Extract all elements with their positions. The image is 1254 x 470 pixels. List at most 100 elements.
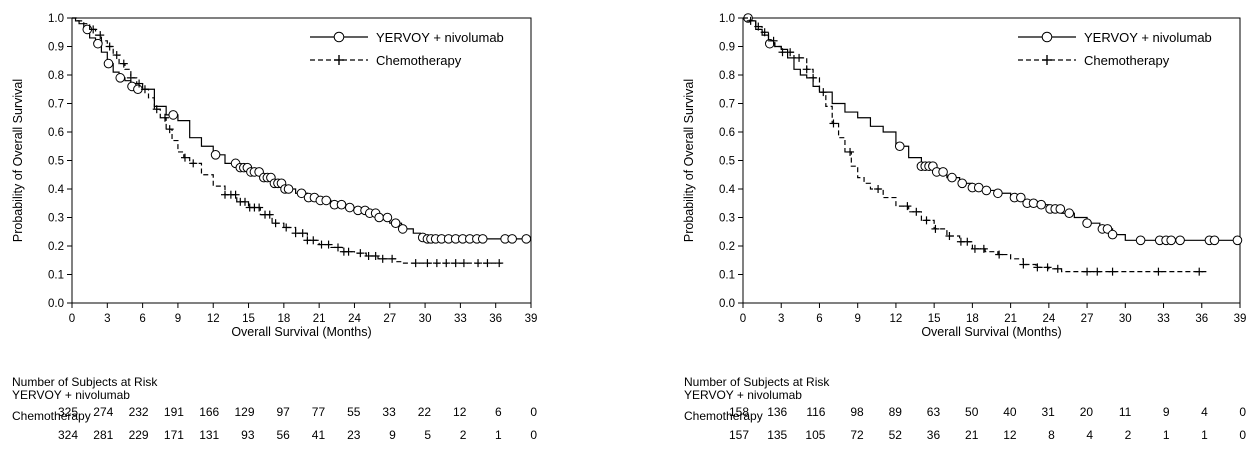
censor-mark [119,59,128,68]
y-tick-label: 0.0 [719,298,735,310]
km-curve-line [72,17,531,240]
censor-mark [265,210,274,219]
censor-mark [1093,267,1102,276]
risk-count: 324 [58,428,78,442]
legend-marker-plus [1042,55,1052,65]
risk-count: 52 [889,428,903,442]
censor-mark [746,16,755,25]
censor-mark [1154,267,1163,276]
risk-count: 0 [530,405,537,419]
censor-mark [344,247,353,256]
censor-mark [1082,218,1092,228]
risk-count: 1 [1163,428,1170,442]
censor-mark [1055,204,1066,214]
risk-count: 63 [927,405,941,419]
censor-mark [344,202,355,213]
censor-mark [411,259,420,268]
legend: YERVOY + nivolumab Chemotherapy [310,30,504,68]
series-yervoy-nivolumab [72,17,532,244]
risk-count: 36 [927,428,941,442]
y-tick-label: 0.5 [48,156,64,168]
risk-count: 20 [1080,405,1094,419]
censor-mark [981,185,992,196]
censor-mark [995,250,1004,259]
censor-mark [1232,235,1243,246]
censor-mark [1019,260,1028,269]
censor-mark [89,25,98,34]
censor-mark [432,259,441,268]
y-tick-label: 0.7 [48,99,64,111]
censor-mark [296,188,307,199]
risk-count: 12 [453,405,467,419]
risk-count: 136 [767,405,787,419]
censor-mark [388,254,397,263]
risk-count: 232 [129,405,149,419]
legend-label: YERVOY + nivolumab [1084,30,1212,45]
censor-mark [483,259,492,268]
legend-marker-plus [334,55,344,65]
censor-mark [1043,263,1052,272]
censor-mark [317,240,326,249]
risk-count: 281 [93,428,113,442]
x-tick-label: 36 [1195,313,1208,325]
x-tick-label: 12 [890,313,903,325]
censor-mark [809,73,818,82]
censor-mark [521,234,532,244]
risk-count: 191 [164,405,184,419]
risk-count: 4 [1086,428,1093,442]
km-panel-2: 0.00.10.20.30.40.50.60.70.80.91.00 3 6 9 12 1… [682,13,1246,442]
censor-mark [1016,192,1026,203]
y-tick-label: 0.4 [719,184,736,196]
legend-marker-circle [1041,31,1053,43]
risk-count: 93 [241,428,255,442]
x-tick-label: 39 [1234,313,1247,325]
censor-mark [769,36,778,45]
risk-count: 135 [767,428,787,442]
risk-row-label: Chemotherapy [684,409,763,423]
risk-count: 105 [805,428,825,442]
censor-mark [364,251,373,260]
censor-mark [374,212,384,223]
x-tick-label: 33 [1157,313,1170,325]
risk-count: 77 [312,405,326,419]
risk-count: 229 [129,428,149,442]
censor-mark [140,85,149,94]
censor-mark [459,259,468,268]
censor-mark [786,48,795,57]
legend-label: Chemotherapy [376,53,462,68]
censor-mark [282,223,291,232]
censor-mark [103,58,114,69]
risk-count: 6 [495,405,502,419]
risk-count: 22 [418,405,432,419]
censor-mark [819,88,828,97]
censor-mark [189,159,198,168]
risk-count: 0 [530,428,537,442]
x-tick-label: 9 [175,313,181,325]
censor-mark [451,259,460,268]
censor-mark [922,216,931,225]
x-tick-label: 27 [383,313,396,325]
risk-row-label: YERVOY + nivolumab [12,388,130,402]
x-tick-label: 39 [525,313,538,325]
censor-mark [382,212,393,223]
risk-count: 0 [1239,428,1246,442]
y-tick-label: 0.6 [48,127,64,139]
x-tick-label: 30 [419,313,432,325]
censor-mark [390,218,401,228]
censor-mark [271,219,280,228]
censor-mark [1108,267,1117,276]
risk-count: 1 [1201,428,1208,442]
km-curve-line [72,17,502,264]
censor-mark [397,224,408,234]
legend-label: YERVOY + nivolumab [376,30,504,45]
y-tick-label: 0.3 [48,213,64,225]
censor-mark [1107,229,1118,240]
censor-mark [371,251,380,260]
censor-mark [1209,235,1220,246]
risk-table-title: Number of Subjects at Risk [684,375,830,389]
censor-mark [754,22,763,31]
x-tick-label: 18 [277,313,290,325]
censor-mark [93,38,103,49]
